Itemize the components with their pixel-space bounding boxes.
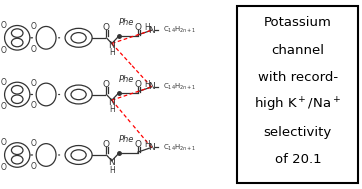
Text: O: O <box>30 79 37 88</box>
Text: C$_{14}$H$_{2n+1}$: C$_{14}$H$_{2n+1}$ <box>163 142 196 153</box>
Text: O: O <box>1 21 7 30</box>
Text: O: O <box>30 162 37 171</box>
Text: O: O <box>1 78 7 87</box>
Text: Phe: Phe <box>119 18 134 27</box>
Text: C$_{14}$H$_{2n+1}$: C$_{14}$H$_{2n+1}$ <box>163 25 196 35</box>
Text: O: O <box>30 139 37 148</box>
Text: high K$^+$/Na$^+$: high K$^+$/Na$^+$ <box>254 96 341 114</box>
Text: H: H <box>109 105 115 114</box>
Text: N: N <box>148 26 155 35</box>
Text: N: N <box>109 158 115 167</box>
Text: O: O <box>30 45 37 54</box>
Text: O: O <box>103 140 110 149</box>
Text: O: O <box>103 23 110 32</box>
Text: N: N <box>109 98 115 107</box>
Text: Phe: Phe <box>119 74 134 84</box>
Text: O: O <box>134 80 141 89</box>
Text: O: O <box>1 46 7 55</box>
Text: C$_{14}$H$_{2n+1}$: C$_{14}$H$_{2n+1}$ <box>163 82 196 92</box>
Text: O: O <box>30 101 37 110</box>
Text: O: O <box>134 23 141 32</box>
Text: N: N <box>148 82 155 91</box>
Text: H: H <box>109 48 115 57</box>
Text: of 20.1: of 20.1 <box>275 153 321 166</box>
Text: H: H <box>109 166 115 175</box>
Text: channel: channel <box>272 44 324 57</box>
Text: O: O <box>134 140 141 149</box>
Text: O: O <box>1 163 7 172</box>
Text: H: H <box>144 140 150 149</box>
Text: N: N <box>109 41 115 50</box>
Text: H: H <box>144 80 150 89</box>
Text: Potassium: Potassium <box>264 16 332 29</box>
Text: selectivity: selectivity <box>264 126 332 139</box>
Text: O: O <box>1 102 7 111</box>
Text: N: N <box>148 143 155 152</box>
Text: O: O <box>103 80 110 89</box>
FancyBboxPatch shape <box>237 6 358 183</box>
Text: H: H <box>144 23 150 32</box>
Text: Phe: Phe <box>119 135 134 144</box>
Text: with record-: with record- <box>258 71 338 84</box>
Text: O: O <box>30 22 37 31</box>
Text: O: O <box>1 138 7 147</box>
